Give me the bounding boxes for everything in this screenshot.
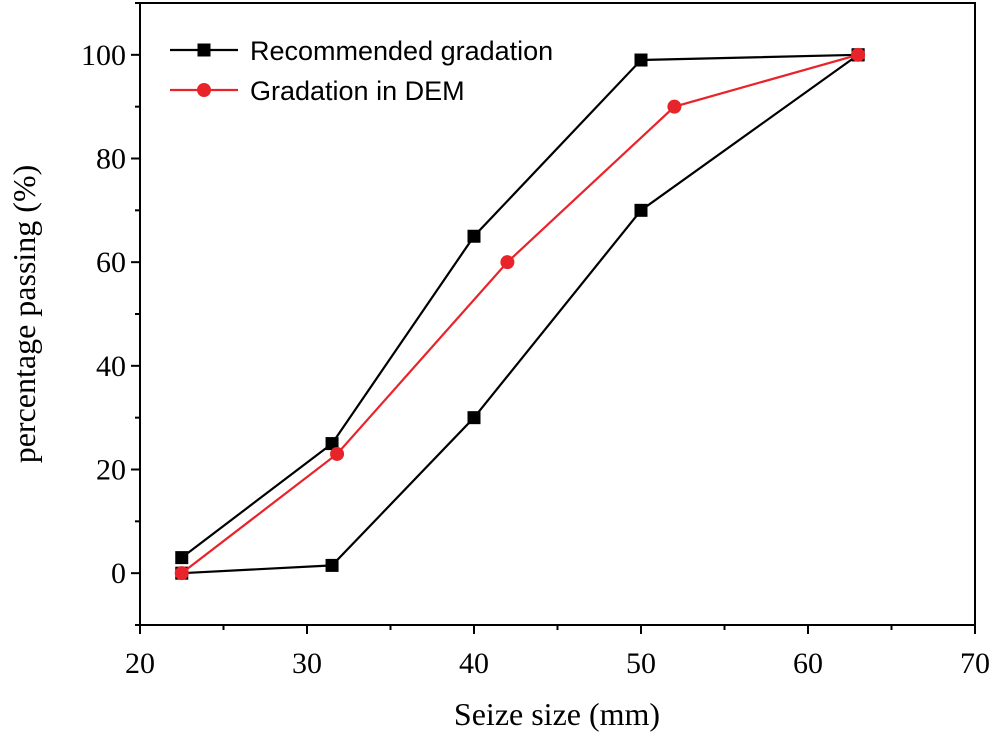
series-line: [181, 53, 859, 575]
series-layer: [174, 47, 866, 581]
legend-marker: [197, 83, 211, 97]
data-point: [325, 437, 339, 451]
data-point: [174, 566, 189, 581]
legend-item: Recommended gradation: [170, 36, 553, 66]
data-point: [467, 229, 481, 243]
x-tick-label: 70: [960, 647, 990, 680]
legend-item: Gradation in DEM: [170, 76, 465, 106]
data-point: [330, 446, 345, 461]
x-tick-label: 20: [125, 647, 155, 680]
data-point: [851, 47, 866, 62]
y-tick-label: 0: [111, 557, 126, 590]
x-axis-title: Seize size (mm): [454, 696, 660, 732]
x-tick-label: 30: [292, 647, 322, 680]
data-point: [634, 203, 648, 217]
x-axis: 20 30 40 50 60 70: [125, 625, 990, 680]
series-gradation-in-dem: [174, 47, 866, 581]
y-tick-label: 60: [96, 246, 126, 279]
series-recommended-gradation: [175, 48, 865, 580]
series-line: [181, 53, 859, 559]
y-axis-title: percentage passing (%): [6, 165, 42, 464]
y-axis: 0 20 40 60 80 100: [81, 2, 140, 626]
legend-label: Recommended gradation: [250, 36, 553, 66]
legend-marker: [197, 43, 211, 57]
y-tick-label: 80: [96, 143, 126, 176]
x-tick-label: 40: [459, 647, 489, 680]
y-tick-label: 100: [81, 39, 126, 72]
data-point: [467, 411, 481, 425]
x-tick-label: 50: [626, 647, 656, 680]
y-tick-label: 20: [96, 454, 126, 487]
x-tick-label: 60: [793, 647, 823, 680]
legend-label: Gradation in DEM: [250, 76, 465, 106]
data-point: [667, 99, 682, 114]
data-point: [500, 255, 515, 270]
data-point: [175, 551, 189, 565]
y-tick-label: 40: [96, 350, 126, 383]
data-point: [325, 558, 339, 572]
data-point: [634, 53, 648, 67]
legend: Recommended gradation Gradation in DEM: [170, 36, 553, 106]
